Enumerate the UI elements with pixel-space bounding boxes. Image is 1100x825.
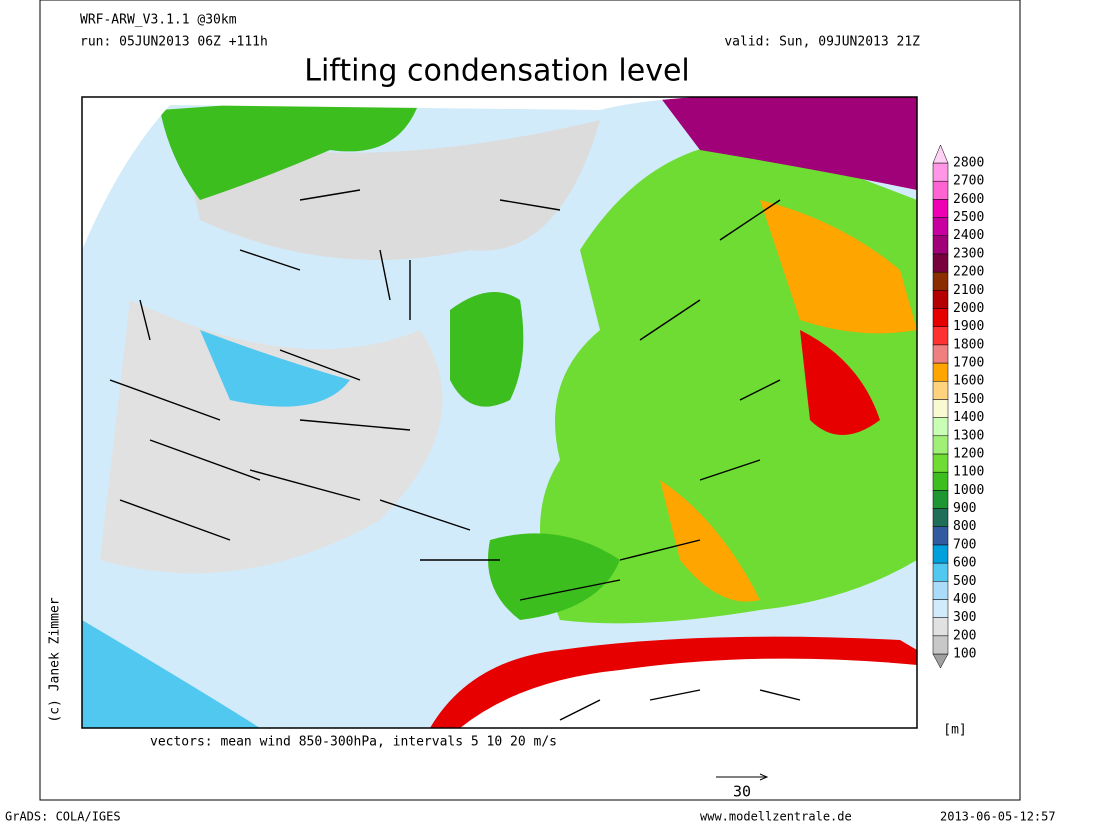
colorbar-label: 300 (953, 610, 976, 625)
colorbar-box (932, 290, 949, 309)
colorbar-label: 500 (953, 574, 976, 589)
colorbar-label: 1400 (953, 410, 984, 425)
colorbar-label: 1600 (953, 374, 984, 389)
colorbar-box (932, 490, 949, 509)
colorbar-box (932, 453, 949, 473)
colorbar-label: 2100 (953, 283, 984, 298)
scale-label: 30 (733, 783, 751, 801)
africa (460, 658, 917, 728)
colorbar-box (932, 562, 949, 582)
colorbar-box (932, 380, 949, 400)
colorbar-label: 2600 (953, 192, 984, 207)
cloud-area (100, 300, 443, 574)
map-border (81, 96, 918, 729)
footer-right: 2013-06-05-12:57 (940, 810, 1056, 824)
colorbar-box (932, 344, 949, 364)
outside-domain (82, 97, 700, 250)
colorbar-box (932, 399, 949, 418)
high-lcl (660, 97, 917, 190)
colorbar-box (932, 635, 949, 655)
colorbar-box (932, 362, 949, 382)
colorbar-label: 2300 (953, 246, 984, 261)
wind-vectors (109, 189, 801, 721)
high-lcl (800, 330, 880, 435)
iberia (488, 533, 620, 620)
colorbar-box (932, 417, 949, 437)
colorbar-label: 2000 (953, 301, 984, 316)
colorbar-label: 2200 (953, 265, 984, 280)
footer-center: www.modellzentrale.de (700, 810, 852, 824)
colorbar-label: 1200 (953, 446, 984, 461)
colorbar-box (932, 544, 949, 564)
ocean-shade (200, 330, 350, 407)
run-label: run: 05JUN2013 06Z +111h (80, 35, 268, 50)
colorbar-box (932, 199, 949, 218)
colorbar-box (932, 162, 949, 182)
high-lcl (660, 480, 760, 602)
colorbar-label: 2400 (953, 228, 984, 243)
colorbar-label: 200 (953, 628, 976, 643)
colorbar-box (932, 326, 949, 346)
british-isles (450, 292, 524, 407)
colorbar-box (932, 308, 949, 327)
colorbar-label: 1700 (953, 356, 984, 371)
model-label: WRF-ARW_V3.1.1 @30km (80, 13, 237, 28)
frame (39, 0, 1021, 801)
colorbar-box (932, 617, 949, 637)
colorbar-label: 600 (953, 556, 976, 571)
colorbar-triangle (932, 144, 949, 164)
colorbar-label: 1800 (953, 337, 984, 352)
colorbar-box (932, 526, 949, 546)
colorbar-box (932, 471, 949, 491)
colorbar: 100 200 300 400 500 600 700 800 900 1000 1100 1200 1… (932, 144, 984, 669)
colorbar-label: 2500 (953, 210, 984, 225)
colorbar-box (932, 253, 949, 273)
colorbar-box (932, 271, 949, 291)
colorbar-label: 2800 (953, 156, 984, 171)
colorbar-box (932, 235, 949, 255)
valid-label: valid: Sun, 09JUN2013 21Z (724, 35, 920, 50)
map (82, 97, 917, 728)
colorbar-label: 1500 (953, 392, 984, 407)
colorbar-box (932, 599, 949, 618)
title: Lifting condensation level (304, 54, 690, 89)
colorbar-label: 1100 (953, 465, 984, 480)
scale-arrow-head (759, 773, 769, 781)
colorbar-box (932, 581, 949, 600)
colorbar-label: 2700 (953, 174, 984, 189)
colorbar-box (932, 180, 949, 200)
colorbar-label: 1900 (953, 319, 984, 334)
colorbar-label: 700 (953, 537, 976, 552)
colorbar-triangle (932, 653, 949, 669)
colorbar-label: 800 (953, 519, 976, 534)
footer-left: GrADS: COLA/IGES (5, 810, 121, 824)
ocean-shade (82, 620, 260, 728)
colorbar-label: 1300 (953, 428, 984, 443)
high-lcl (760, 200, 917, 334)
colorbar-label: 900 (953, 501, 976, 516)
greenland (160, 100, 420, 200)
vectors-note: vectors: mean wind 850-300hPa, intervals… (150, 735, 557, 750)
colorbar-label: 1000 (953, 483, 984, 498)
legend-unit: [m] (943, 723, 966, 738)
copyright: (c) Janek Zimmer (48, 597, 63, 722)
colorbar-box (932, 217, 949, 236)
colorbar-label: 100 (953, 647, 976, 662)
colorbar-box (932, 435, 949, 455)
colorbar-box (932, 508, 949, 527)
colorbar-label: 400 (953, 592, 976, 607)
